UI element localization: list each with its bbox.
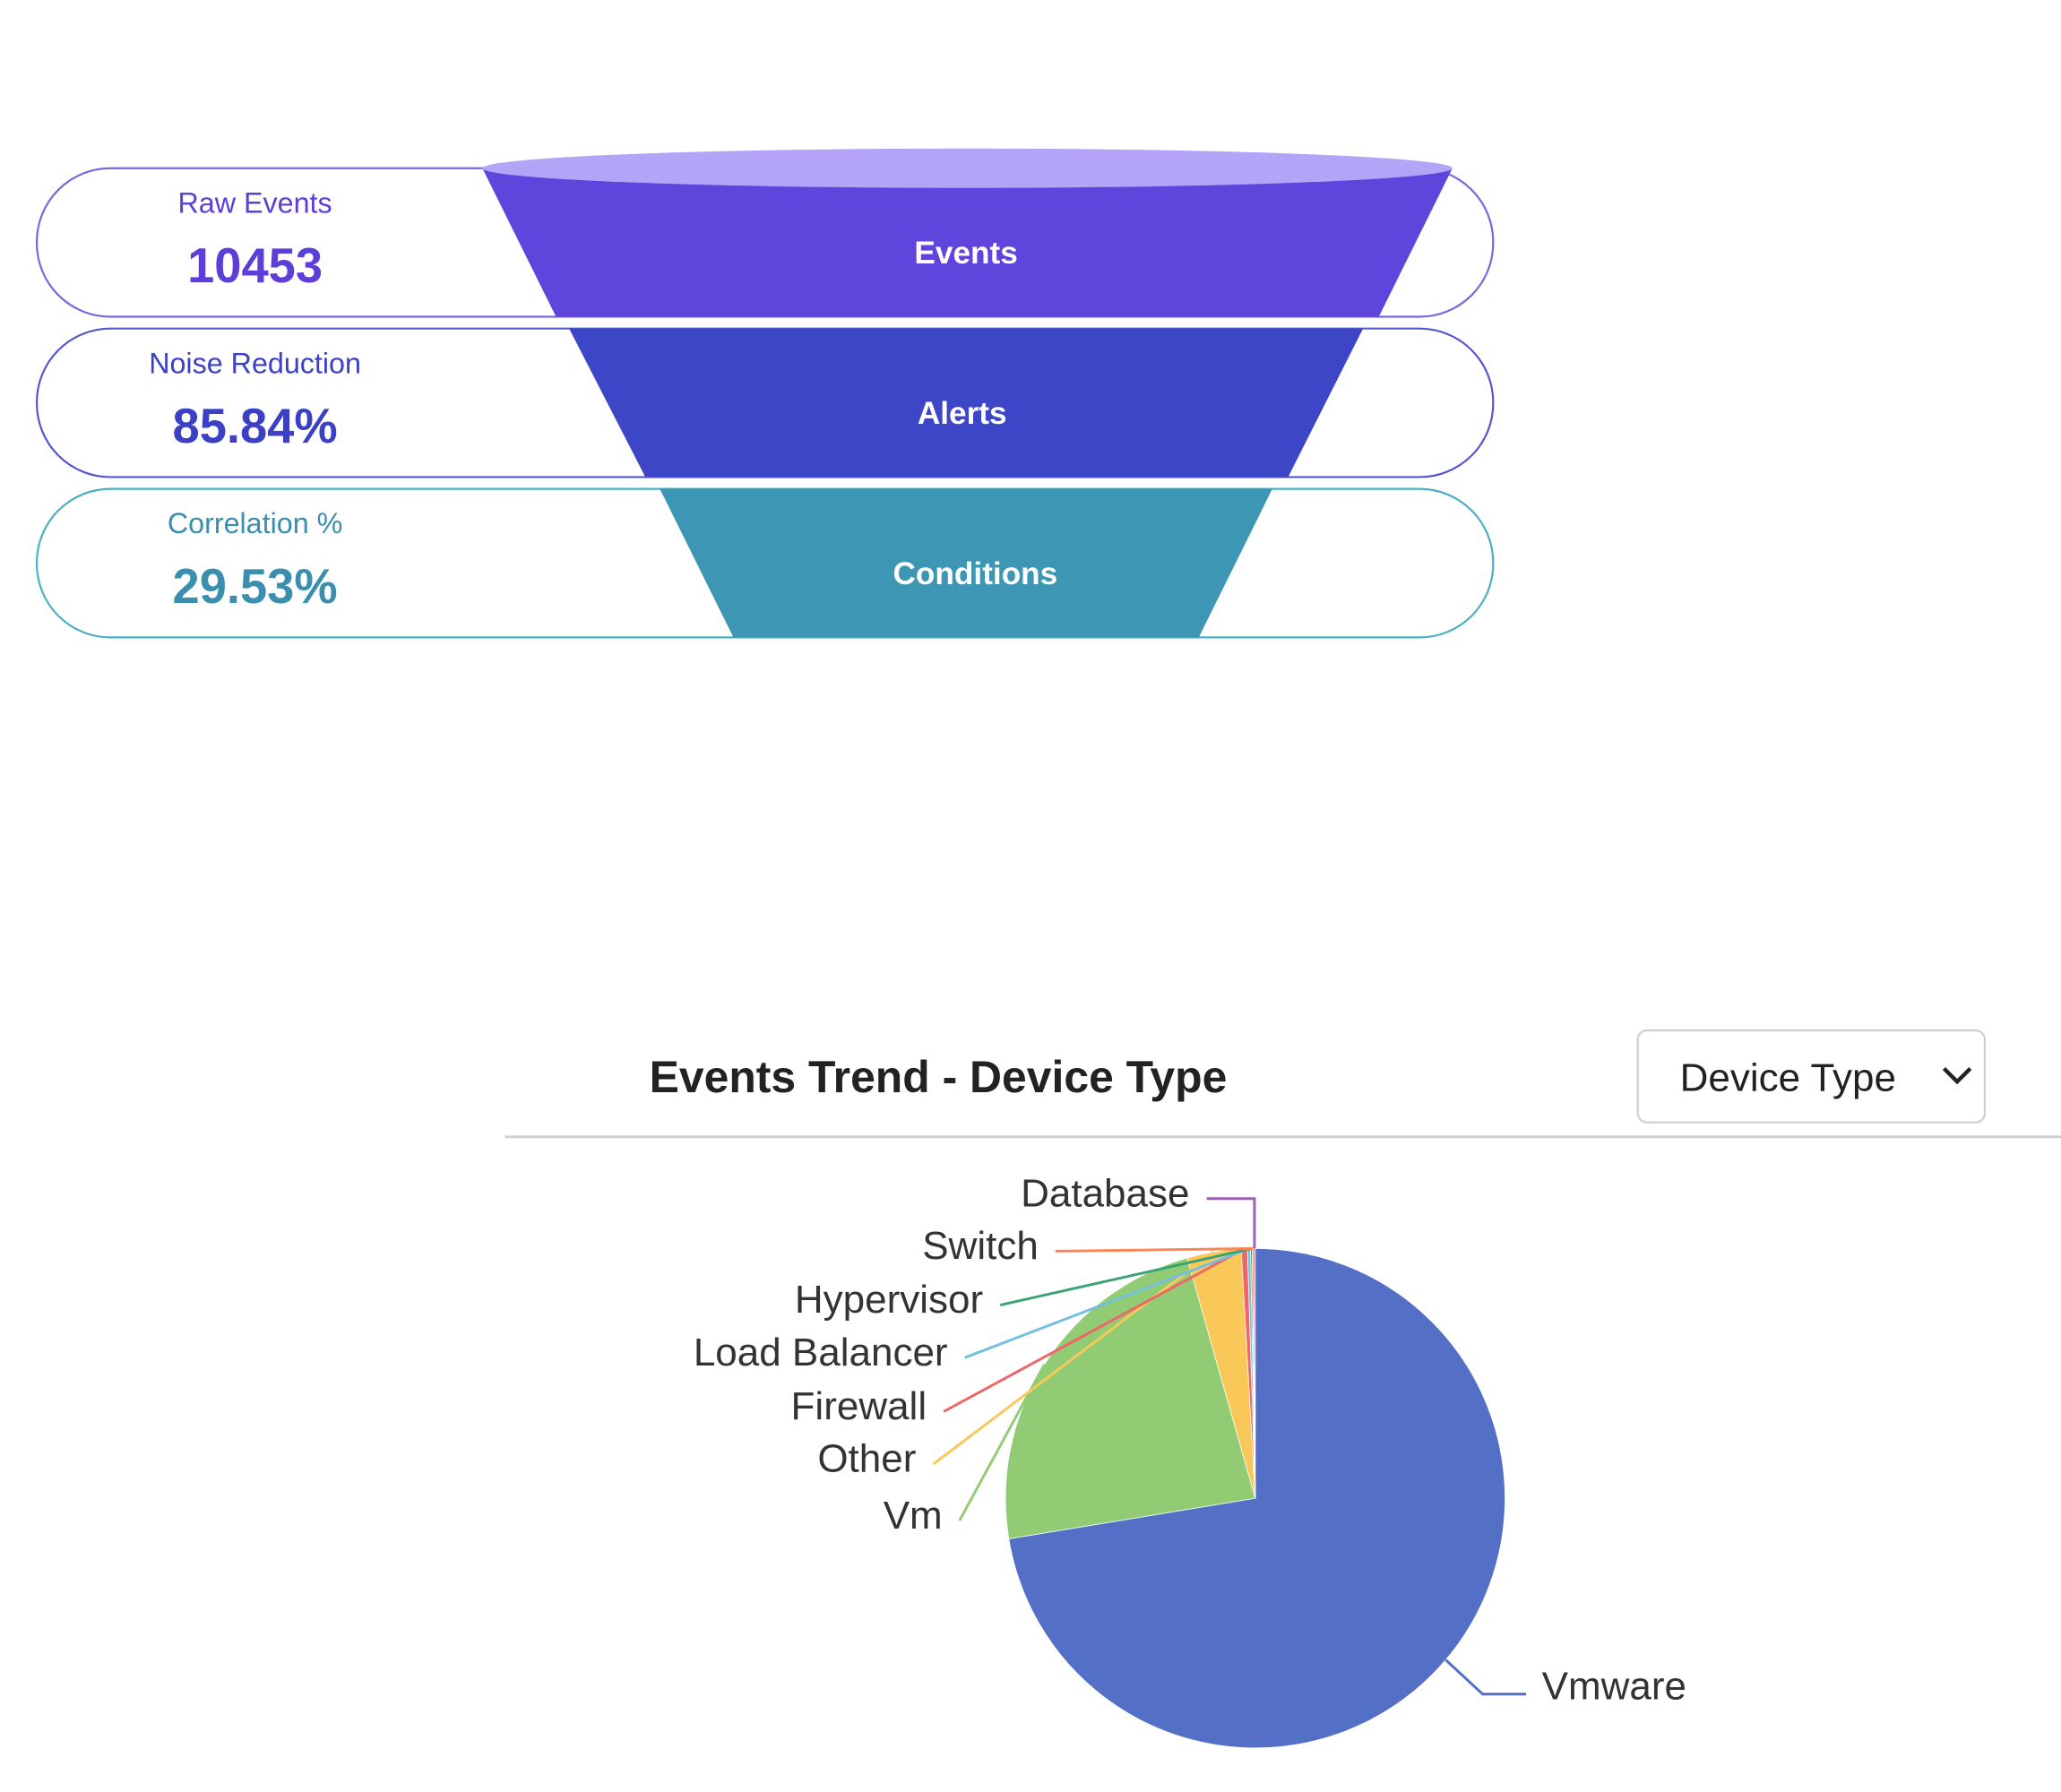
leader-line bbox=[999, 1247, 1252, 1306]
metric-value: 29.53% bbox=[173, 559, 338, 614]
stage-label: Events bbox=[914, 236, 1017, 271]
funnel-segment bbox=[660, 488, 1272, 638]
funnel-segment bbox=[482, 168, 1453, 317]
chart-title: Events Trend - Device Type bbox=[650, 1052, 1228, 1102]
metric-value: 85.84% bbox=[173, 399, 338, 453]
pie-label: Vmware bbox=[1542, 1664, 1686, 1708]
stage-label: Alerts bbox=[918, 396, 1007, 431]
dropdown-box[interactable] bbox=[1636, 1029, 1987, 1124]
metric-label: Raw Events bbox=[177, 186, 332, 219]
metric-value: 10453 bbox=[187, 238, 323, 293]
leader-line bbox=[943, 1247, 1246, 1413]
pie-label: Load Balancer bbox=[694, 1331, 948, 1374]
leader-line bbox=[1055, 1247, 1254, 1253]
dropdown-chevron[interactable] bbox=[1942, 1066, 1972, 1085]
pie-label: Hypervisor bbox=[795, 1278, 983, 1322]
leader-line bbox=[1206, 1197, 1256, 1249]
pie-label: Vm bbox=[884, 1494, 943, 1538]
pie-slice bbox=[1005, 1257, 1256, 1539]
pie-label: Switch bbox=[922, 1224, 1039, 1268]
pie-label: Database bbox=[1021, 1171, 1189, 1215]
metric-label: Correlation % bbox=[168, 507, 342, 539]
leader-line bbox=[932, 1251, 1215, 1466]
leader-line bbox=[1444, 1658, 1526, 1696]
funnel-segment bbox=[569, 328, 1364, 478]
pie-label: Other bbox=[817, 1437, 916, 1481]
metric-label: Noise Reduction bbox=[149, 347, 361, 379]
pie-label: Firewall bbox=[791, 1384, 927, 1428]
stage-label: Conditions bbox=[893, 556, 1058, 591]
funnel-rim bbox=[482, 148, 1453, 188]
dropdown[interactable]: Device Type bbox=[1636, 1029, 1987, 1124]
dropdown-label[interactable]: Device Type bbox=[1680, 1055, 1896, 1099]
leader-line bbox=[964, 1247, 1250, 1359]
